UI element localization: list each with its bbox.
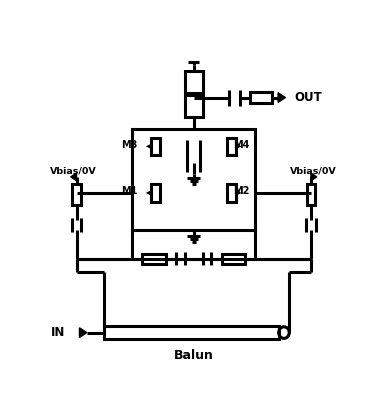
Bar (151, 138, 160, 155)
Bar (132, 129, 255, 230)
Bar (143, 254, 166, 264)
Bar (104, 326, 279, 339)
Text: M1: M1 (121, 186, 138, 196)
Polygon shape (146, 144, 151, 149)
Bar (307, 183, 315, 206)
Bar (250, 93, 272, 103)
Text: IN: IN (51, 326, 65, 339)
Text: OUT: OUT (295, 91, 322, 104)
Polygon shape (237, 144, 242, 149)
Bar (72, 183, 81, 206)
Text: Vbias/0V: Vbias/0V (290, 167, 337, 176)
Polygon shape (237, 191, 242, 196)
Bar (151, 184, 160, 202)
Polygon shape (278, 93, 285, 103)
Bar (222, 254, 245, 264)
Text: M3: M3 (121, 140, 138, 150)
Bar (184, 95, 203, 117)
Bar (228, 184, 236, 202)
Polygon shape (146, 191, 151, 196)
Polygon shape (71, 173, 76, 181)
Bar (184, 71, 203, 93)
Text: M2: M2 (233, 186, 249, 196)
Bar (228, 138, 236, 155)
Polygon shape (79, 328, 87, 337)
Polygon shape (311, 173, 317, 181)
Text: Balun: Balun (174, 349, 214, 362)
Text: Vbias/0V: Vbias/0V (50, 167, 97, 176)
Text: M4: M4 (233, 140, 249, 150)
